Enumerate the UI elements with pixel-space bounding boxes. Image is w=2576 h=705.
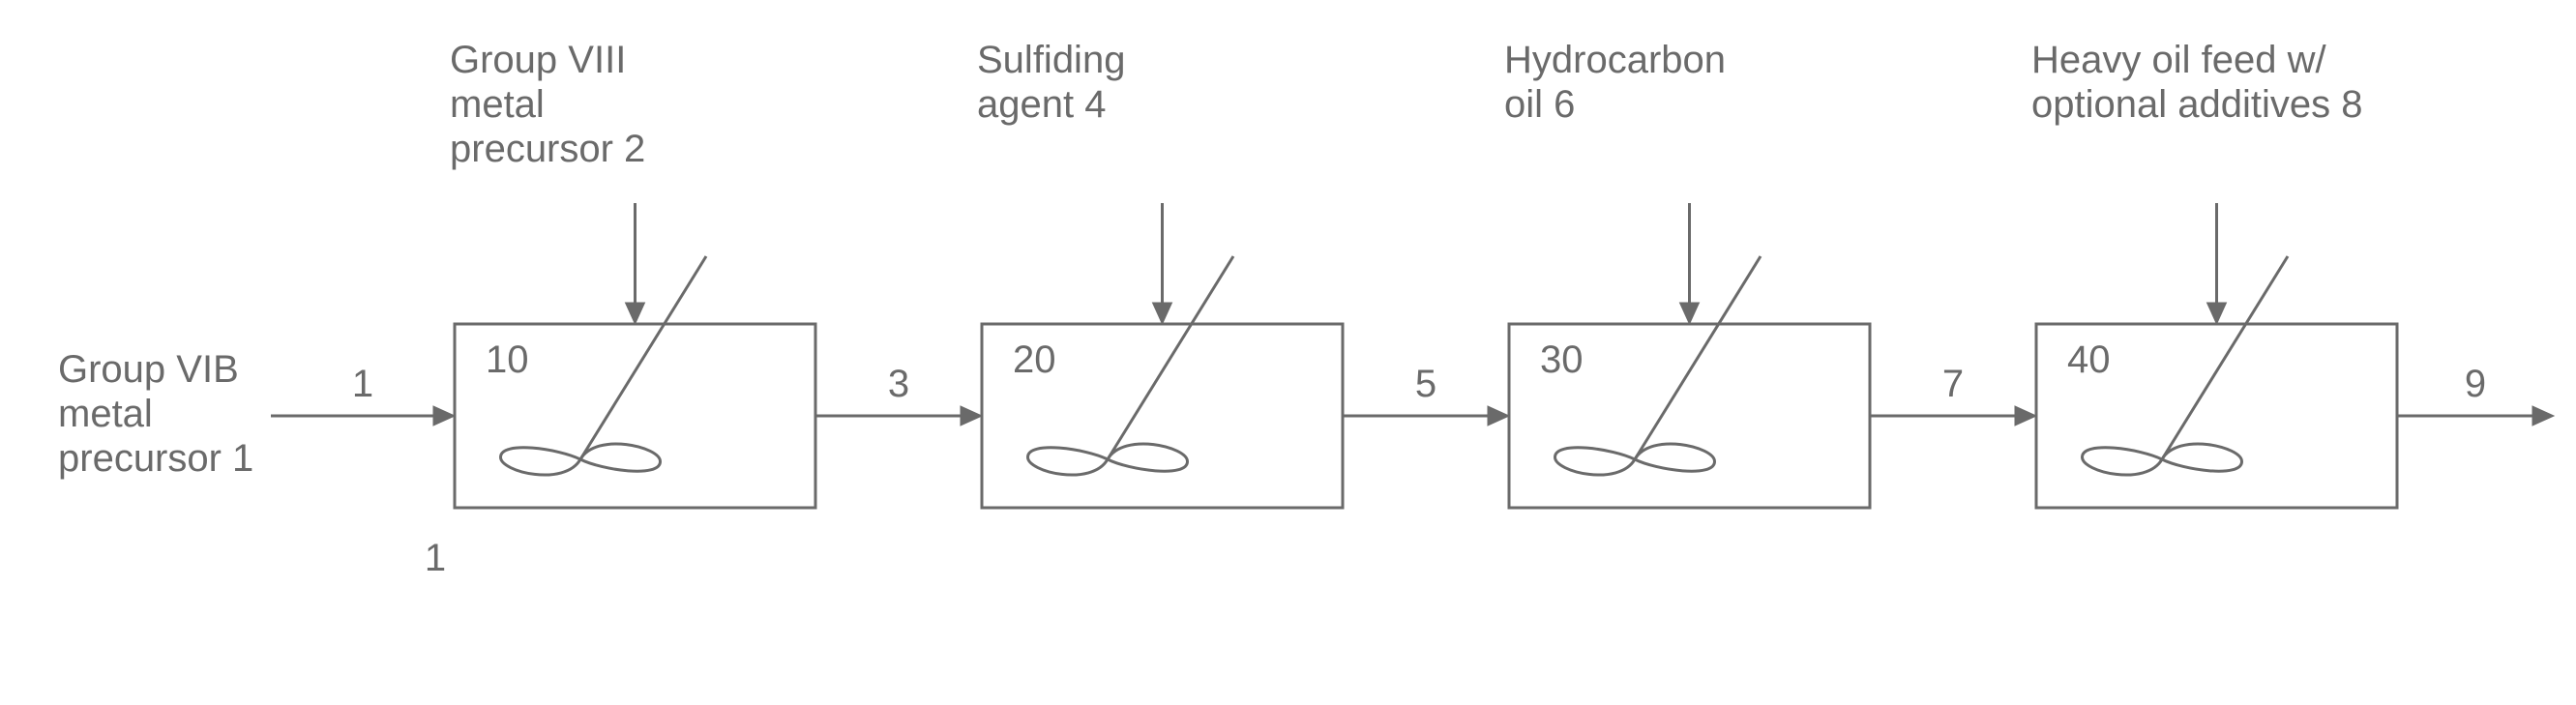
- stream-s1-arrowhead: [433, 406, 455, 426]
- top-input-30-arrowhead: [1680, 303, 1700, 324]
- mixer-box-10-number: 10: [486, 338, 529, 381]
- mixer-box-10-shaft: [580, 256, 706, 459]
- mixer-box-20-number: 20: [1013, 338, 1056, 381]
- top-input-10-label-line-0: Group VIII: [450, 39, 626, 81]
- mixer-box-40-blade-left: [2083, 448, 2163, 475]
- stream-s9-arrowhead: [2532, 406, 2554, 426]
- mixer-box-20-blade-right: [1108, 444, 1188, 471]
- left-input-label-line-1: metal: [58, 393, 153, 435]
- left-input-label-line-2: precursor 1: [58, 437, 253, 480]
- mixer-box-20-blade-left: [1028, 448, 1109, 475]
- mixer-box-30-shaft: [1635, 256, 1761, 459]
- top-input-20-label-line-0: Sulfiding: [977, 39, 1125, 81]
- top-input-10-label-line-2: precursor 2: [450, 128, 645, 170]
- stream-s1-label: 1: [352, 363, 373, 405]
- mixer-box-30-blade-left: [1555, 448, 1636, 475]
- top-input-40-label-line-0: Heavy oil feed w/: [2031, 39, 2326, 81]
- stream-s5-label: 5: [1415, 363, 1436, 405]
- mixer-box-40-shaft: [2162, 256, 2288, 459]
- top-input-10-label-line-1: metal: [450, 83, 545, 126]
- stream-s7-arrowhead: [2015, 406, 2036, 426]
- mixer-box-30-blade-right: [1635, 444, 1715, 471]
- mixer-box-30-number: 30: [1540, 338, 1584, 381]
- top-input-40-label-line-1: optional additives 8: [2031, 83, 2362, 126]
- mixer-box-40-blade-right: [2162, 444, 2242, 471]
- top-input-40-arrowhead: [2207, 303, 2227, 324]
- mixer-box-20-shaft: [1108, 256, 1233, 459]
- stream-s3-arrowhead: [961, 406, 982, 426]
- top-input-30-label-line-0: Hydrocarbon: [1504, 39, 1726, 81]
- stream-s9-label: 9: [2465, 363, 2486, 405]
- stream-s5-arrowhead: [1488, 406, 1509, 426]
- top-input-10-arrowhead: [626, 303, 645, 324]
- left-input-label-line-0: Group VIB: [58, 348, 239, 391]
- top-input-30-label-line-1: oil 6: [1504, 83, 1575, 126]
- mixer-box-40-number: 40: [2067, 338, 2111, 381]
- mixer-box-10-blade-left: [501, 448, 581, 475]
- left-input-stream-number: 1: [425, 537, 446, 579]
- mixer-box-10-blade-right: [580, 444, 661, 471]
- stream-s3-label: 3: [888, 363, 909, 405]
- top-input-20-arrowhead: [1153, 303, 1172, 324]
- stream-s7-label: 7: [1942, 363, 1964, 405]
- top-input-20-label-line-1: agent 4: [977, 83, 1106, 126]
